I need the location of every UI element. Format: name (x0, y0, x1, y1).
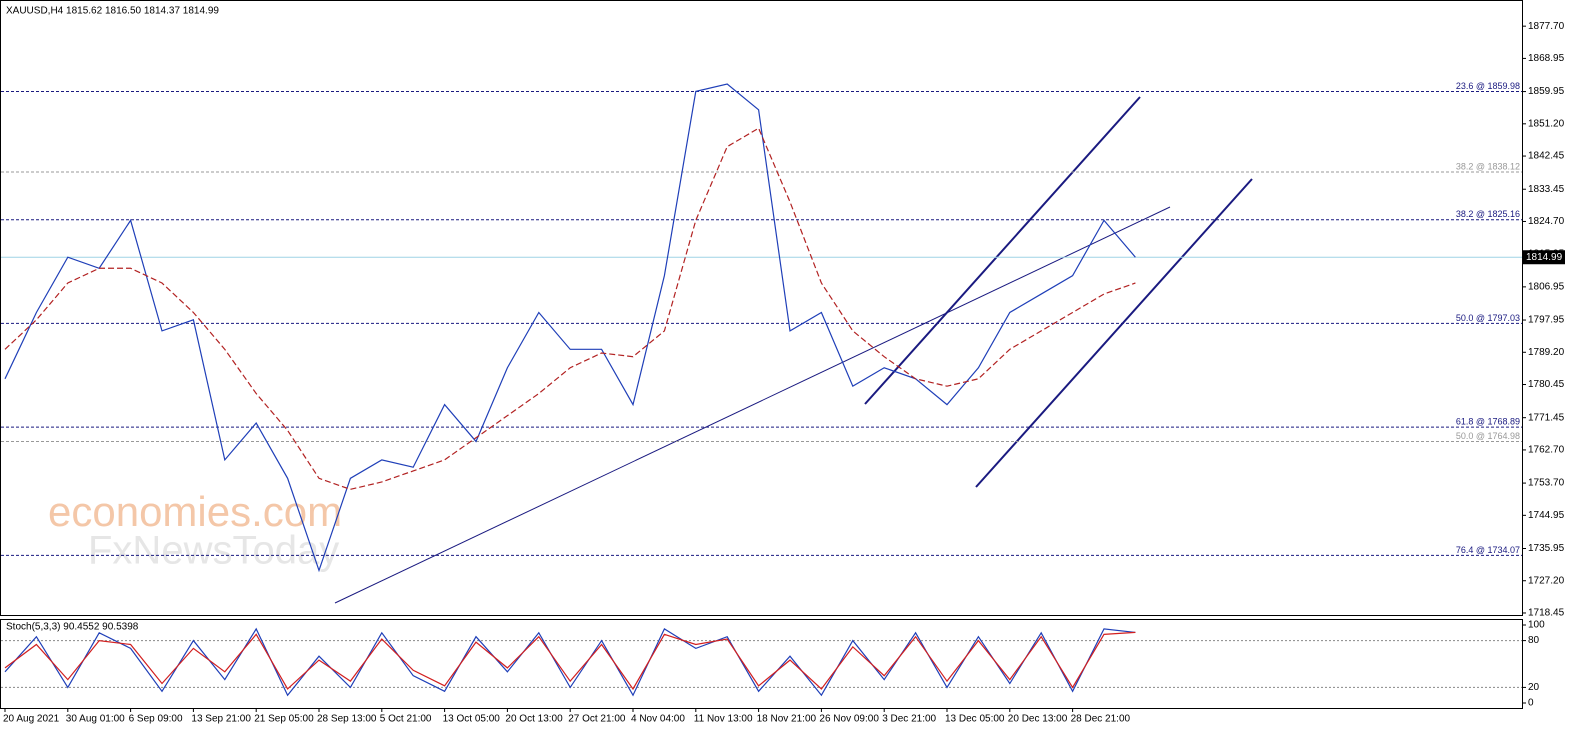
y-tick-label: 20 (1528, 682, 1540, 693)
y-tick-label: 0 (1528, 698, 1534, 709)
x-tick-label: 5 Oct 21:00 (380, 714, 432, 725)
x-tick-label: 18 Nov 21:00 (757, 714, 817, 725)
y-tick-label: 1735.95 (1528, 543, 1565, 554)
y-tick-label: 1824.70 (1528, 216, 1565, 227)
x-tick-label: 27 Oct 21:00 (568, 714, 626, 725)
x-tick-label: 20 Dec 13:00 (1008, 714, 1068, 725)
fib-label: 76.4 @ 1734.07 (1456, 545, 1520, 555)
x-tick-label: 3 Dec 21:00 (882, 714, 936, 725)
y-tick-label: 1780.45 (1528, 379, 1565, 390)
y-tick-label: 100 (1528, 620, 1545, 631)
x-tick-label: 13 Dec 05:00 (945, 714, 1005, 725)
x-tick-label: 20 Aug 2021 (3, 714, 60, 725)
channel-upper (864, 96, 1141, 405)
y-tick-label: 1842.45 (1528, 151, 1565, 162)
y-tick-label: 1859.95 (1528, 86, 1565, 97)
stoch-pane (0, 619, 1523, 709)
x-tick-label: 11 Nov 13:00 (694, 714, 753, 725)
y-tick-label: 1833.45 (1528, 184, 1565, 195)
x-tick-label: 6 Sep 09:00 (129, 714, 183, 725)
fib-label: 38.2 @ 1838.12 (1456, 161, 1520, 171)
x-tick-label: 28 Sep 13:00 (317, 714, 377, 725)
series-line (4, 627, 1136, 697)
x-tick-label: 30 Aug 01:00 (66, 714, 125, 725)
y-tick-label: 1868.95 (1528, 53, 1565, 64)
main-pane (0, 0, 1523, 616)
y-tick-label: 1877.70 (1528, 21, 1565, 32)
x-tick-label: 21 Sep 05:00 (254, 714, 314, 725)
fib-label: 61.8 @ 1768.89 (1456, 416, 1520, 426)
y-tick-label: 1789.20 (1528, 347, 1565, 358)
y-tick-label: 80 (1528, 635, 1540, 646)
series-line (4, 631, 1136, 691)
y-tick-label: 1797.95 (1528, 315, 1565, 326)
x-tick-label: 28 Dec 21:00 (1071, 714, 1131, 725)
trend-line (334, 206, 1171, 604)
y-tick-label: 1753.70 (1528, 478, 1565, 489)
x-tick-label: 4 Nov 04:00 (631, 714, 685, 725)
y-tick-label: 1762.70 (1528, 445, 1565, 456)
x-tick-label: 13 Oct 05:00 (443, 714, 501, 725)
x-tick-label: 20 Oct 13:00 (505, 714, 563, 725)
fib-label: 38.2 @ 1825.16 (1456, 209, 1520, 219)
chart-title: XAUUSD,H4 1815.62 1816.50 1814.37 1814.9… (6, 6, 219, 17)
channel-lower (975, 178, 1253, 488)
current-price-box (1523, 250, 1565, 265)
current-price-label: 1814.99 (1526, 252, 1563, 263)
y-tick-label: 1727.20 (1528, 575, 1565, 586)
x-tick-label: 26 Nov 09:00 (819, 714, 879, 725)
x-tick-label: 13 Sep 21:00 (191, 714, 251, 725)
y-tick-label: 1851.20 (1528, 118, 1565, 129)
watermark: FxNewsToday (88, 529, 339, 573)
series-line (4, 83, 1136, 573)
fib-label: 23.6 @ 1859.98 (1456, 81, 1520, 91)
y-tick-label: 1806.95 (1528, 282, 1565, 293)
y-tick-label: 1744.95 (1528, 510, 1565, 521)
y-tick-label: 1771.45 (1528, 412, 1565, 423)
y-tick-label: 1718.45 (1528, 608, 1565, 619)
series-line (4, 127, 1136, 490)
fib-label: 50.0 @ 1797.03 (1456, 313, 1520, 323)
stoch-title: Stoch(5,3,3) 90.4552 90.5398 (6, 622, 139, 633)
fib-label: 50.0 @ 1764.98 (1456, 431, 1520, 441)
